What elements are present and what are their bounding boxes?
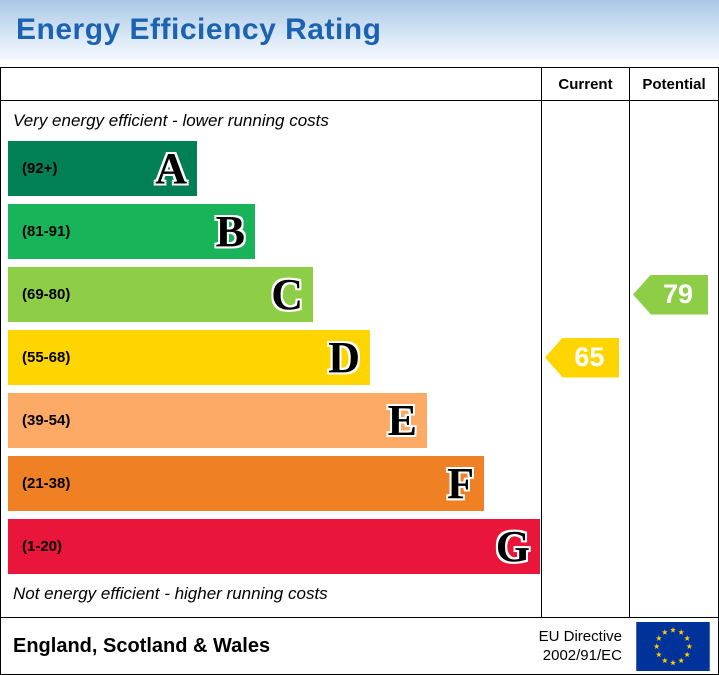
- band-c-range: (69-80): [22, 286, 71, 303]
- eu-directive-line1: EU Directive: [538, 627, 622, 645]
- eu-directive-label: EU Directive 2002/91/EC: [539, 627, 622, 666]
- current-column-header: Current: [541, 68, 629, 100]
- footer-bar: England, Scotland & Wales EU Directive 2…: [0, 618, 719, 675]
- potential-column-header: Potential: [629, 68, 718, 100]
- band-a: (92+) A: [8, 141, 197, 196]
- band-row-g: (1-20) G: [1, 519, 541, 574]
- eu-flag-icon: [636, 621, 710, 671]
- chart-header-row: Current Potential: [1, 68, 718, 101]
- band-b: (81-91) B: [8, 204, 255, 259]
- band-b-range: (81-91): [22, 223, 71, 240]
- band-row-e: (39-54) E: [1, 393, 541, 448]
- band-c: (69-80) C: [8, 267, 313, 322]
- band-d-range: (55-68): [22, 349, 71, 366]
- band-d: (55-68) D: [8, 330, 370, 385]
- chart-body: Very energy efficient - lower running co…: [1, 101, 718, 617]
- band-f-range: (21-38): [22, 475, 71, 492]
- top-note: Very energy efficient - lower running co…: [13, 111, 329, 130]
- potential-rating-pointer: 79: [633, 274, 708, 315]
- band-c-letter: C: [271, 269, 303, 319]
- bands-column-header: [1, 68, 541, 100]
- band-f-letter: F: [447, 458, 474, 508]
- title-banner: Energy Efficiency Rating: [0, 0, 719, 60]
- band-row-a: (92+) A: [1, 141, 541, 196]
- band-b-letter: B: [215, 206, 245, 256]
- band-e-range: (39-54): [22, 412, 71, 429]
- current-column: 65: [541, 101, 629, 617]
- band-row-d: (55-68) D: [1, 330, 541, 385]
- current-rating-pointer: 65: [545, 337, 619, 378]
- bottom-note: Not energy efficient - higher running co…: [13, 584, 328, 603]
- band-row-c: (69-80) C: [1, 267, 541, 322]
- band-a-letter: A: [155, 143, 187, 193]
- band-g-letter: G: [495, 521, 530, 571]
- band-g: (1-20) G: [8, 519, 540, 574]
- page-title: Energy Efficiency Rating: [16, 13, 382, 46]
- band-a-range: (92+): [22, 160, 58, 177]
- energy-rating-chart: Current Potential Very energy efficient …: [0, 67, 719, 618]
- band-row-f: (21-38) F: [1, 456, 541, 511]
- band-row-b: (81-91) B: [1, 204, 541, 259]
- band-g-range: (1-20): [22, 538, 63, 555]
- potential-rating-value: 79: [662, 279, 694, 309]
- bands-column: Very energy efficient - lower running co…: [1, 101, 541, 617]
- band-e: (39-54) E: [8, 393, 427, 448]
- region-label: England, Scotland & Wales: [13, 634, 271, 657]
- potential-column: 79: [629, 101, 718, 617]
- current-rating-value: 65: [574, 342, 605, 372]
- eu-directive-line2: 2002/91/EC: [542, 647, 622, 664]
- band-e-letter: E: [387, 395, 417, 445]
- band-d-letter: D: [328, 332, 360, 382]
- band-f: (21-38) F: [8, 456, 484, 511]
